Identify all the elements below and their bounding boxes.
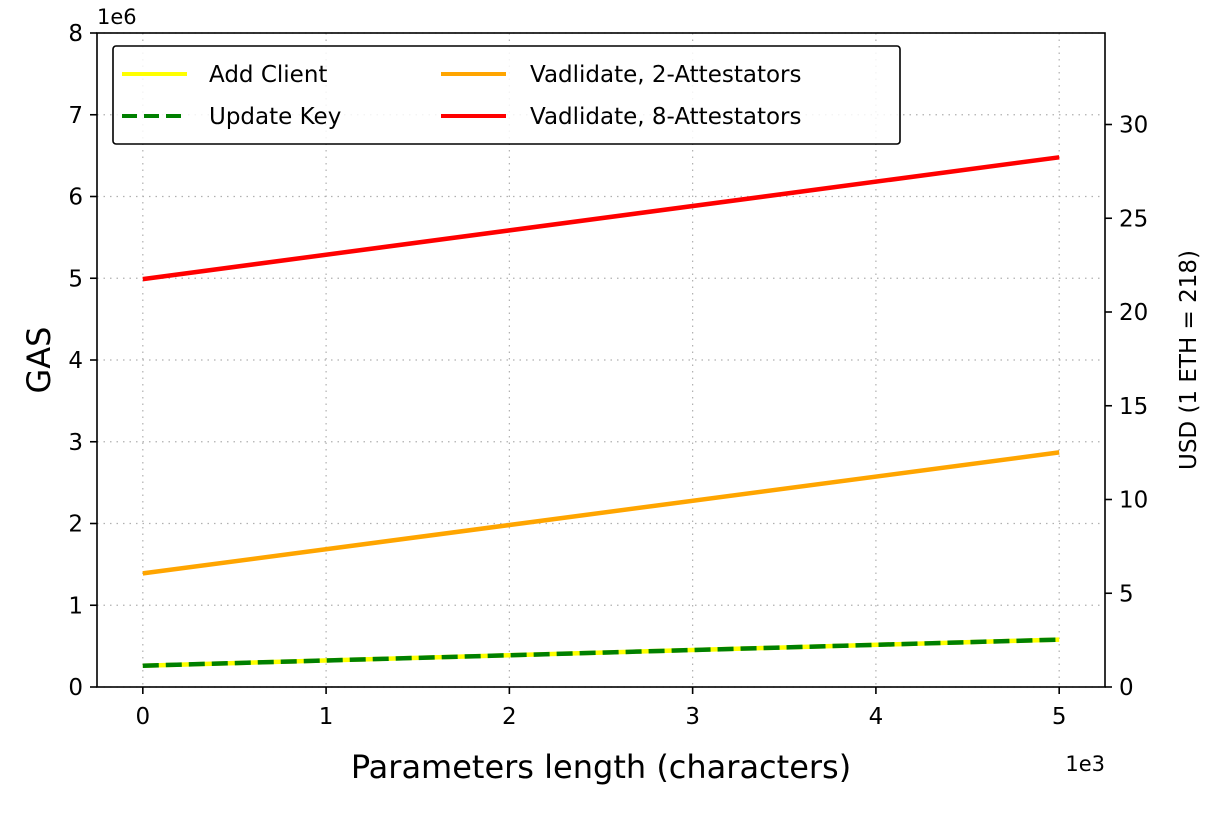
y-tick-label-4: 4 <box>68 348 83 374</box>
y-tick-label-2: 2 <box>68 512 83 538</box>
x-tick-label-2: 2 <box>502 704 517 730</box>
y-axis-title: GAS <box>20 327 58 394</box>
legend-label-update-key: Update Key <box>209 104 341 130</box>
y-tick-label-1: 1 <box>68 593 83 619</box>
y2-axis-ticks: 0 5 10 15 20 25 30 <box>1105 113 1148 701</box>
series-line-2 <box>142 450 1060 576</box>
legend-label-validate-2: Vadlidate, 2-Attestators <box>530 62 801 88</box>
series-line-3 <box>142 155 1060 282</box>
legend-label-validate-8: Vadlidate, 8-Attestators <box>530 104 801 130</box>
y-axis-ticks: 0 1 2 3 4 5 6 7 8 <box>68 21 97 701</box>
series-line-1 <box>142 637 1060 668</box>
y-tick-label-0: 0 <box>68 675 83 701</box>
x-tick-label-5: 5 <box>1052 704 1067 730</box>
y2-tick-label-0: 0 <box>1119 675 1134 701</box>
series-lines <box>142 155 1060 668</box>
y-offset-label: 1e6 <box>97 5 137 29</box>
legend-frame <box>112 45 901 145</box>
y2-axis-title: USD (1 ETH = 218) <box>1176 250 1202 470</box>
y2-tick-label-5: 25 <box>1119 206 1148 232</box>
y2-tick-label-4: 20 <box>1119 300 1148 326</box>
y2-tick-label-6: 30 <box>1119 113 1148 139</box>
x-axis-title: Parameters length (characters) <box>351 748 851 786</box>
y-tick-label-8: 8 <box>68 21 83 47</box>
x-tick-label-3: 3 <box>685 704 700 730</box>
y2-tick-label-3: 15 <box>1119 394 1148 420</box>
x-tick-label-1: 1 <box>319 704 334 730</box>
y2-tick-label-1: 5 <box>1119 581 1134 607</box>
y-tick-label-3: 3 <box>68 430 83 456</box>
x-tick-label-0: 0 <box>135 704 150 730</box>
x-offset-label: 1e3 <box>1065 752 1105 776</box>
x-tick-label-4: 4 <box>869 704 884 730</box>
y-tick-label-7: 7 <box>68 103 83 129</box>
legend: Add Client Update Key Vadlidate, 2-Attes… <box>112 45 901 145</box>
y-tick-label-6: 6 <box>68 185 83 211</box>
y-tick-label-5: 5 <box>68 266 83 292</box>
legend-label-add-client: Add Client <box>209 62 327 88</box>
x-axis-ticks: 0 1 2 3 4 5 <box>135 687 1067 730</box>
y2-tick-label-2: 10 <box>1119 488 1148 514</box>
series-line-0 <box>142 637 1060 668</box>
